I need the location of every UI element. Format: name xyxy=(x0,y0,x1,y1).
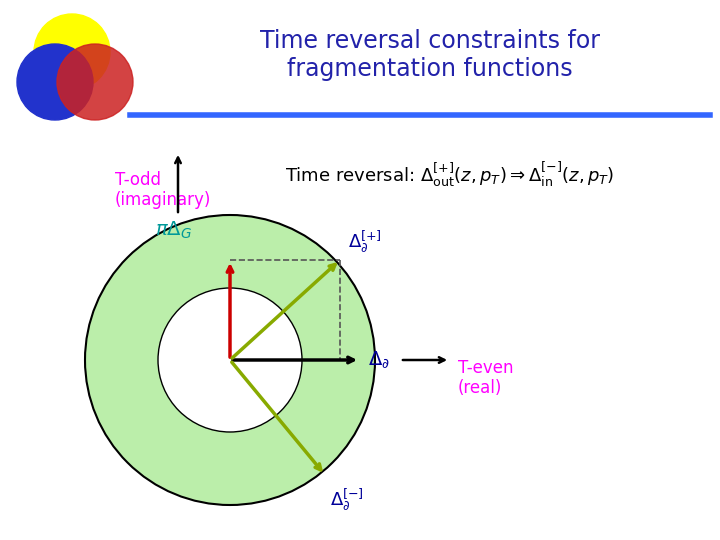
Text: $\Delta_\partial^{[-]}$: $\Delta_\partial^{[-]}$ xyxy=(330,487,364,513)
Text: T-even
(real): T-even (real) xyxy=(458,359,513,397)
Circle shape xyxy=(85,215,375,505)
Text: $\pi\Delta_G$: $\pi\Delta_G$ xyxy=(155,219,192,241)
Text: $\Delta_\partial$: $\Delta_\partial$ xyxy=(368,350,390,370)
Text: Time reversal constraints for
fragmentation functions: Time reversal constraints for fragmentat… xyxy=(260,29,600,81)
Text: Time reversal: $\Delta^{[+]}_{\rm out}(z,p_T) \Rightarrow \Delta^{[-]}_{\rm in}(: Time reversal: $\Delta^{[+]}_{\rm out}(z… xyxy=(285,161,614,189)
Circle shape xyxy=(57,44,133,120)
Circle shape xyxy=(17,44,93,120)
Circle shape xyxy=(158,288,302,432)
Text: $\Delta_\partial^{[+]}$: $\Delta_\partial^{[+]}$ xyxy=(348,229,382,255)
Circle shape xyxy=(34,14,110,90)
Text: T-odd
(imaginary): T-odd (imaginary) xyxy=(115,171,212,210)
